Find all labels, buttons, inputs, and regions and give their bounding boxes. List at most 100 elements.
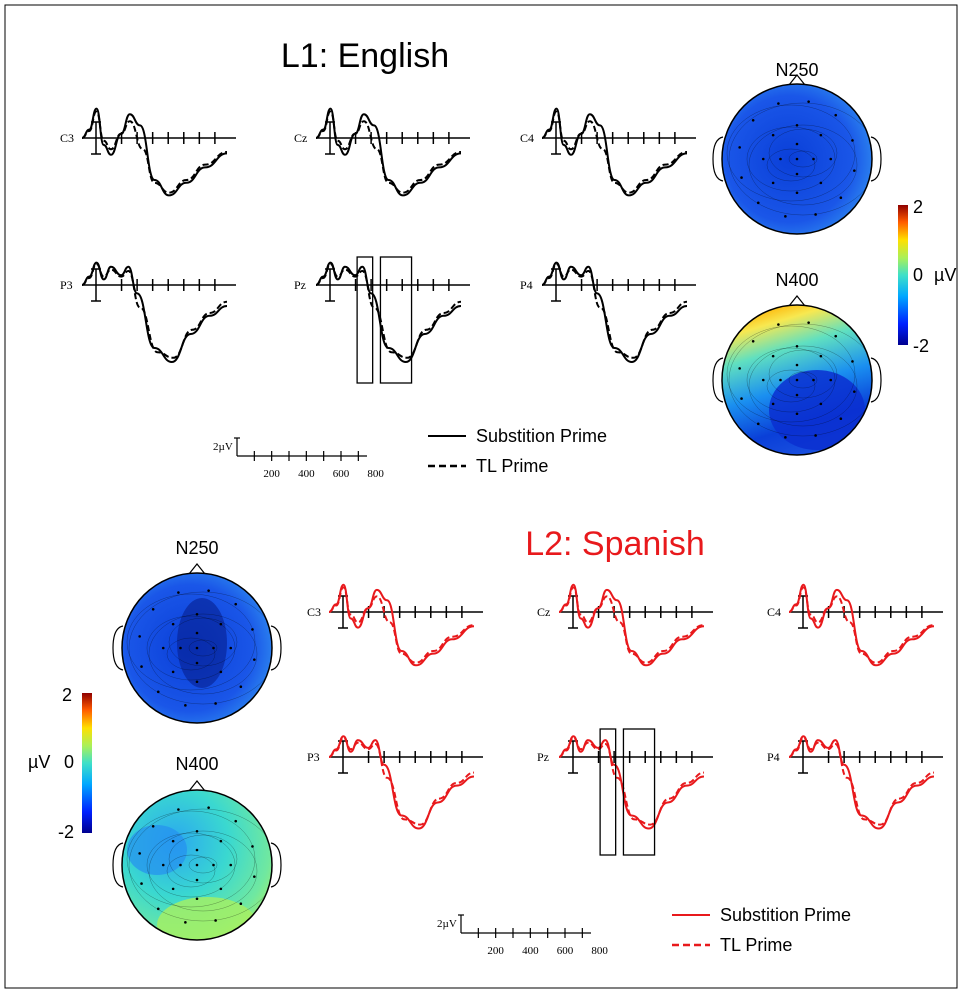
scale-time-label: 400 — [298, 468, 315, 480]
topomap-electrode-dot — [784, 215, 787, 218]
topomap-electrode-dot — [771, 181, 775, 185]
topomap-l1-n400 — [712, 295, 882, 456]
topomap-ear-left — [112, 625, 124, 671]
topomap-contour-line — [126, 593, 256, 691]
topomap-electrode-dot — [251, 628, 254, 631]
topomap-electrode-dot — [819, 133, 823, 137]
electrode-label: Cz — [537, 605, 550, 619]
figure-border — [4, 4, 958, 989]
electrode-label: P4 — [767, 750, 780, 764]
erp-line-tl — [558, 736, 705, 826]
topomap-contour-line — [768, 128, 838, 178]
topomap-contour-line — [746, 347, 836, 413]
topomap-electrode-dot — [151, 607, 155, 611]
topomap-electrode-dot — [212, 863, 215, 867]
topomap-electrode-dot — [161, 863, 165, 867]
topomap-contour-line — [166, 854, 216, 888]
scale-time-label: 600 — [333, 468, 350, 480]
topomap-electrode-dot — [219, 887, 223, 891]
erp-line-tl — [315, 110, 462, 194]
topomap-ear-right — [270, 625, 282, 671]
topomap-electrode-dot — [779, 157, 782, 161]
topomap-outline — [121, 789, 273, 941]
topomap-electrode-dot — [851, 360, 854, 363]
topomap-electrode-dot — [853, 390, 856, 393]
topomap-electrode-dot — [195, 646, 199, 650]
scale-time-label: 600 — [557, 945, 574, 957]
topomap-electrode-dot — [234, 602, 238, 606]
section-title-l2: L2: Spanish — [525, 525, 705, 563]
topomap-electrode-dot — [229, 863, 233, 867]
topomap-electrode-dot — [239, 685, 243, 689]
topomap-electrode-dot — [829, 378, 833, 382]
topomap-electrode-dot — [795, 123, 799, 127]
topomap-electrode-dot — [839, 417, 843, 421]
topomap-electrode-dot — [219, 670, 223, 674]
topomap-contour-line — [148, 613, 258, 695]
topomap-contour-line — [166, 637, 216, 671]
erp-panel-cz: Cz — [537, 583, 713, 667]
erp-panel-c3: C3 — [307, 583, 483, 667]
erp-panel-cz: Cz — [294, 107, 470, 197]
topomap-electrode-dot — [771, 354, 775, 358]
topomap-electrode-dot — [779, 378, 782, 382]
topomap-contours — [726, 323, 872, 450]
topomap-electrode-dot — [253, 658, 256, 661]
electrode-label: P3 — [307, 750, 320, 764]
time-window-box-1 — [599, 728, 617, 856]
colorbar-l2-min: -2 — [58, 822, 74, 842]
topomap-contour-line — [128, 591, 272, 705]
scale-bar-l2: 2µV 200 400 600 800 — [437, 914, 608, 957]
colorbar-l1-mid: 0 — [913, 265, 923, 285]
erp-line-substitution — [541, 107, 688, 197]
erp-line-tl — [558, 586, 705, 664]
erp-line-substitution — [315, 261, 462, 364]
topomap-electrode-dot — [195, 680, 199, 684]
topomap-electrode-dot — [156, 690, 160, 694]
topomap-electrode-dot — [740, 397, 743, 400]
erp-line-tl — [328, 736, 475, 826]
topomap-electrode-dot — [756, 201, 760, 205]
colorbar-l2-unit: µV — [28, 752, 50, 772]
erp-panel-p3: P3 — [60, 261, 236, 364]
colorbar-l2-mid: 0 — [64, 752, 74, 772]
topomap-electrode-dot — [795, 378, 799, 382]
erp-line-tl — [315, 262, 462, 359]
scale-bar-l1: 2µV 200 400 600 800 — [213, 437, 384, 480]
topomap-electrode-dot — [834, 334, 838, 338]
topomap-electrode-dot — [761, 157, 765, 161]
topomap-electrode-dot — [740, 176, 743, 179]
erp-line-substitution — [788, 583, 935, 667]
topomap-contour-line — [766, 369, 816, 403]
topomap-electrode-dot — [195, 829, 199, 833]
topomap-electrode-dot — [812, 157, 815, 161]
topomap-ear-left — [712, 136, 724, 182]
erp-panel-p3: P3 — [307, 735, 483, 830]
topomap-l1-n250 — [712, 74, 882, 235]
topomap-contour-line — [146, 832, 236, 898]
erp-panel-pz: Pz — [537, 728, 713, 856]
topomap-contour-line — [126, 810, 256, 908]
erp-line-tl — [541, 110, 688, 194]
topomap-electrode-dot — [151, 824, 155, 828]
topomap-electrode-dot — [207, 806, 210, 809]
topomap-electrode-dot — [219, 839, 223, 843]
time-window-box-2 — [379, 256, 413, 384]
topomap-electrode-dot — [771, 133, 775, 137]
electrode-label: Pz — [294, 278, 306, 292]
topomap-electrode-dot — [214, 702, 217, 705]
erp-line-tl — [788, 736, 935, 826]
topomap-nose — [188, 563, 206, 575]
electrode-label: C3 — [60, 131, 74, 145]
topomap-blob — [177, 598, 227, 688]
topomap-electrode-dot — [795, 142, 799, 146]
scale-time-label: 400 — [522, 945, 539, 957]
topomap-contours — [726, 102, 872, 216]
topomap-electrode-dot — [751, 339, 755, 343]
colorbar-l1-min: -2 — [913, 336, 929, 356]
topomap-electrode-dot — [195, 863, 199, 867]
legend-l1-dashed: TL Prime — [476, 456, 548, 476]
topomap-electrode-dot — [184, 921, 187, 924]
electrode-label: C4 — [520, 131, 534, 145]
